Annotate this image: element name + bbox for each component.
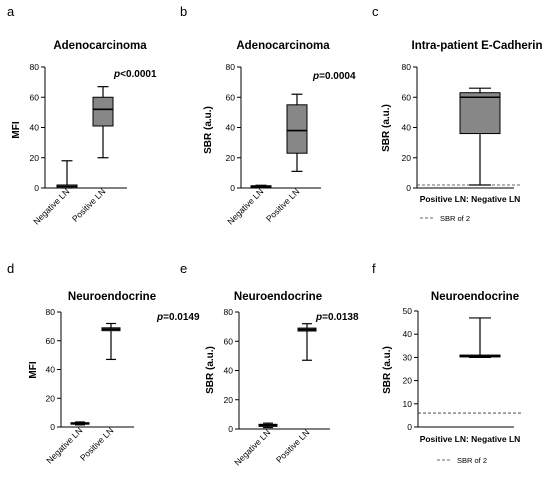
y-tick-label: 0 [228, 424, 233, 434]
y-tick-label: 40 [224, 366, 234, 376]
chart-title: Neuroendocrine [234, 291, 322, 303]
y-tick-label: 60 [46, 336, 56, 346]
y-tick-label: 40 [403, 329, 413, 339]
y-tick-label: 0 [406, 183, 411, 193]
panel-letter: e [180, 261, 187, 276]
p-value-symbol: p [312, 71, 319, 82]
p-value-number: <0.0001 [120, 69, 157, 80]
panel-letter: d [7, 261, 14, 276]
y-axis-label: SBR (a.u.) [205, 346, 216, 394]
p-value-label: p<0.0001 [113, 69, 157, 80]
panel-e: e Neuroendocrine SBR (a.u.) 0 20 40 60 80 Negati… [180, 261, 359, 467]
chart-title: Intra-patient E-Cadherin [412, 40, 543, 52]
y-tick-label: 80 [226, 62, 236, 72]
y-tick-label: 60 [226, 92, 236, 102]
box [459, 92, 501, 135]
y-tick-label: 0 [407, 422, 412, 432]
y-tick-label: 60 [224, 336, 234, 346]
category-label: Positive LN [264, 186, 301, 223]
y-tick-label: 20 [30, 153, 40, 163]
legend-label: SBR of 2 [440, 214, 470, 223]
category-label: Positive LN [274, 427, 311, 464]
panel-c: c Intra-patient E-Cadherin SBR (a.u.) 0 20 40… [372, 4, 542, 223]
y-tick-label: 60 [402, 92, 412, 102]
y-tick-label: 80 [46, 307, 56, 317]
chart-title: Adenocarcinoma [53, 40, 147, 52]
panel-letter: f [372, 261, 376, 276]
p-value-label: p=0.0149 [156, 312, 200, 323]
chart-title: Neuroendocrine [68, 291, 156, 303]
y-tick-label: 20 [224, 395, 234, 405]
y-axis-label: SBR (a.u.) [382, 346, 393, 394]
y-tick-label: 40 [46, 365, 56, 375]
y-tick-label: 10 [403, 399, 413, 409]
legend-label: SBR of 2 [457, 456, 487, 465]
y-tick-label: 0 [50, 422, 55, 432]
p-value-symbol: p [156, 312, 163, 323]
y-tick-label: 80 [402, 62, 412, 72]
chart-title: Neuroendocrine [431, 291, 519, 303]
p-value-number: =0.0149 [163, 312, 200, 323]
y-tick-label: 20 [403, 376, 413, 386]
category-label: Positive LN [70, 186, 107, 223]
chart-title: Adenocarcinoma [236, 40, 330, 52]
p-value-symbol: p [113, 69, 120, 80]
panel-letter: c [372, 4, 379, 19]
y-tick-label: 40 [402, 123, 412, 133]
p-value-number: =0.0138 [322, 312, 359, 323]
y-tick-label: 40 [30, 123, 40, 133]
p-value-label: p=0.0004 [312, 71, 356, 82]
y-tick-label: 60 [30, 92, 40, 102]
y-tick-label: 40 [226, 123, 236, 133]
panel-letter: a [7, 4, 15, 19]
p-value-symbol: p [315, 312, 322, 323]
p-value-number: =0.0004 [319, 71, 356, 82]
y-tick-label: 50 [403, 306, 413, 316]
y-tick-label: 80 [30, 62, 40, 72]
category-label: Positive LN [78, 425, 115, 462]
y-tick-label: 20 [226, 153, 236, 163]
y-tick-label: 80 [224, 307, 234, 317]
y-tick-label: 0 [34, 183, 39, 193]
panel-letter: b [180, 4, 187, 19]
y-axis-label: MFI [11, 121, 22, 138]
p-value-label: p=0.0138 [315, 312, 359, 323]
box [92, 96, 114, 127]
y-tick-label: 30 [403, 352, 413, 362]
panel-f: f Neuroendocrine SBR (a.u.) 0 10 20 30 40 50 Posi… [372, 261, 522, 465]
category-label: Positive LN: Negative LN [420, 194, 521, 204]
category-label: Negative LN [232, 427, 272, 467]
box [286, 104, 308, 154]
y-tick-label: 20 [402, 153, 412, 163]
y-axis-label: SBR (a.u.) [203, 106, 214, 154]
y-axis-label: MFI [28, 361, 39, 378]
y-tick-label: 20 [46, 393, 56, 403]
y-axis-label: SBR (a.u.) [381, 104, 392, 152]
category-label: Positive LN: Negative LN [420, 434, 521, 444]
y-tick-label: 0 [230, 183, 235, 193]
